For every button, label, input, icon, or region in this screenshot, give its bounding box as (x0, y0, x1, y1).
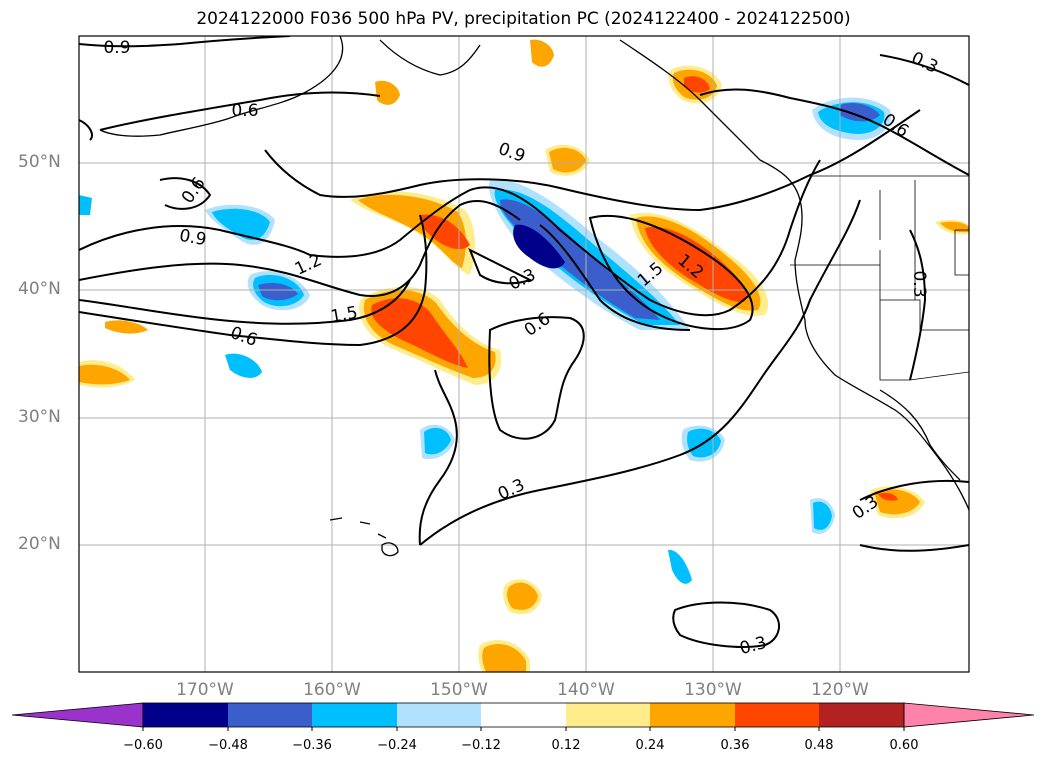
lon-label-140w: 140°W (557, 680, 615, 700)
contour-label: 1.5 (329, 303, 359, 327)
colorbar-tick-label: 0.24 (635, 738, 665, 753)
colorbar-extend-low (11, 702, 144, 728)
contour-label: 0.6 (521, 309, 555, 341)
colorbar-tick-label: −0.36 (292, 738, 332, 753)
colorbar (11, 702, 1035, 731)
lat-label-50n: 50°N (18, 152, 61, 172)
colorbar-extend-high (903, 702, 1035, 728)
lon-label-150w: 150°W (430, 680, 488, 700)
colorbar-tick-label: 0.12 (551, 738, 581, 753)
colorbar-segment (143, 703, 228, 727)
colorbar-segment (819, 703, 904, 727)
contour-label: 0.9 (178, 226, 208, 250)
contour-label: 0.3 (909, 270, 929, 297)
lat-label-30n: 30°N (18, 407, 61, 427)
borders (790, 175, 969, 381)
contour-label-layer: 0.9 0.6 0.9 0.6 0.9 1.2 1.5 0.6 0.3 0.6 … (103, 38, 941, 659)
map-frame (78, 35, 970, 673)
colorbar-tick-label: 0.36 (720, 738, 750, 753)
colorbar-segment (397, 703, 481, 727)
colorbar-segment (566, 703, 650, 727)
colorbar-tick-label: 0.48 (804, 738, 834, 753)
colorbar-segment (312, 703, 397, 727)
coastlines (99, 36, 969, 557)
colorbar-tick-label: −0.48 (208, 738, 248, 753)
colorbar-segment (228, 703, 312, 727)
lon-label-120w: 120°W (811, 680, 869, 700)
lat-label-20n: 20°N (18, 534, 61, 554)
colorbar-tick-label: −0.24 (377, 738, 417, 753)
lon-label-160w: 160°W (303, 680, 361, 700)
contour-label: 0.6 (228, 323, 260, 351)
colorbar-segment (735, 703, 819, 727)
lon-label-130w: 130°W (684, 680, 742, 700)
gridlines (79, 36, 969, 672)
lat-label-40n: 40°N (18, 279, 61, 299)
lon-label-170w: 170°W (176, 680, 234, 700)
contour-label: 0.3 (738, 633, 769, 659)
colorbar-tick-label: −0.12 (461, 738, 501, 753)
pv-contours (79, 36, 969, 648)
colorbar-tick-label: −0.60 (123, 738, 163, 753)
colorbar-segment (481, 703, 566, 727)
colorbar-tick-label: 0.60 (889, 738, 919, 753)
contour-label: 0.6 (231, 101, 258, 121)
precip-fill-layer (79, 39, 969, 672)
colorbar-segment (650, 703, 735, 727)
map-title: 2024122000 F036 500 hPa PV, precipitatio… (196, 9, 851, 29)
contour-label: 0.9 (103, 38, 130, 58)
contour-label: 0.3 (908, 48, 941, 78)
